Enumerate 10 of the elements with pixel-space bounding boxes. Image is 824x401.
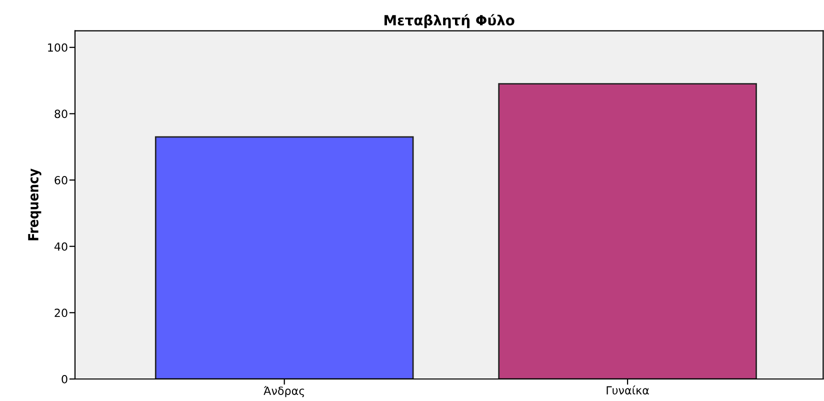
- chart-title: Μεταβλητή Φύλο: [384, 14, 514, 28]
- y-tick-label: 40: [54, 242, 68, 251]
- y-tick-label: 0: [62, 374, 68, 384]
- y-tick-label: 60: [54, 176, 68, 184]
- y-tick-label: 80: [54, 110, 68, 118]
- y-tick-label: 20: [54, 308, 68, 318]
- y-tick-label: 100: [48, 43, 68, 52]
- x-tick-label: Άνδρας: [264, 386, 304, 398]
- x-tick-label: Γυναίκα: [606, 386, 649, 395]
- y-axis-title: Frequency: [28, 168, 42, 240]
